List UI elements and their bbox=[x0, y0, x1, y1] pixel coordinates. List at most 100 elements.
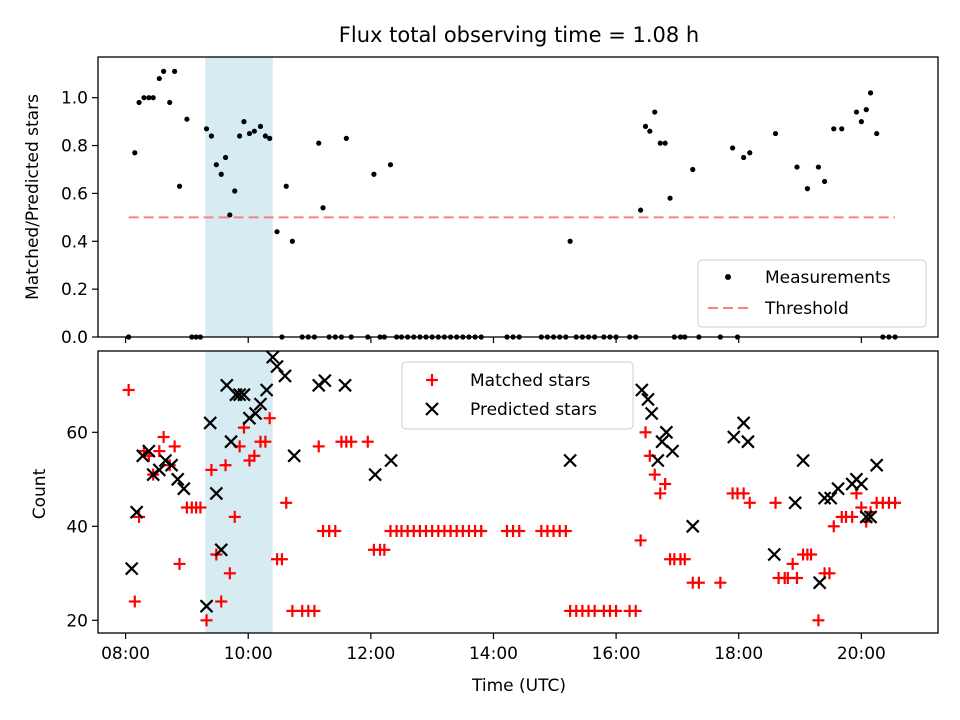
matched-star-point bbox=[737, 487, 750, 500]
ratio-legend-box bbox=[697, 259, 927, 328]
measurement-point bbox=[156, 75, 162, 82]
measurement-point bbox=[232, 188, 238, 194]
y-tick-label: 1.0 bbox=[61, 89, 88, 109]
measurement-point bbox=[176, 183, 183, 189]
matched-star-point bbox=[827, 520, 840, 533]
ratio-panel: 0.0 0.2 0.4 0.6 0.8 1.0 Matched/Predicted sta… bbox=[23, 56, 939, 348]
measurement-point bbox=[690, 166, 696, 173]
matched-star-point bbox=[157, 431, 170, 444]
matched-star-point bbox=[654, 487, 667, 500]
legend-measurement-marker bbox=[725, 274, 731, 280]
measurement-point bbox=[747, 150, 753, 156]
predicted-star-point bbox=[685, 519, 700, 534]
matched-star-point bbox=[200, 614, 213, 627]
measurement-point bbox=[821, 178, 828, 185]
measurement-point bbox=[203, 126, 210, 132]
count-legend-box bbox=[401, 361, 634, 430]
matched-star-point bbox=[610, 604, 623, 617]
matched-star-point bbox=[629, 604, 642, 617]
predicted-star-point bbox=[253, 397, 268, 411]
predicted-star-point bbox=[767, 547, 782, 562]
measurement-point bbox=[316, 140, 322, 146]
y-tick-label: 0.8 bbox=[61, 137, 88, 157]
legend-matched-label: Matched stars bbox=[470, 371, 590, 391]
measurement-point bbox=[246, 130, 253, 137]
matched-star-point bbox=[263, 412, 276, 425]
measurement-point bbox=[371, 171, 377, 177]
count-panel: 20 40 60 08:00 10:00 12:00 14:00 16:00 18:00 20:… bbox=[30, 350, 939, 696]
count-y-ticks: 20 40 60 bbox=[66, 423, 98, 631]
measurement-point bbox=[132, 150, 138, 156]
matched-star-point bbox=[219, 459, 232, 472]
matched-star-point bbox=[133, 510, 146, 523]
measurement-point bbox=[172, 68, 178, 74]
y-tick-label: 20 bbox=[66, 611, 88, 631]
x-tick-label: 14:00 bbox=[469, 644, 518, 664]
y-tick-label: 40 bbox=[66, 517, 88, 537]
ratio-y-ticks: 0.0 0.2 0.4 0.6 0.8 1.0 bbox=[61, 89, 98, 348]
matched-star-point bbox=[786, 557, 799, 570]
predicted-star-point bbox=[384, 453, 398, 468]
predicted-star-point bbox=[635, 383, 649, 397]
predicted-star-point bbox=[859, 510, 874, 524]
count-y-axis-label: Count bbox=[30, 468, 50, 519]
y-tick-label: 0.2 bbox=[61, 280, 88, 300]
matched-star-point bbox=[846, 510, 859, 523]
predicted-star-point bbox=[831, 481, 845, 496]
x-tick-label: 18:00 bbox=[714, 644, 763, 664]
matched-star-point bbox=[128, 595, 141, 608]
matched-star-point bbox=[714, 576, 727, 589]
measurement-point bbox=[213, 162, 219, 168]
predicted-star-point bbox=[863, 510, 878, 524]
measurement-point bbox=[146, 95, 152, 101]
predicted-star-point bbox=[812, 575, 827, 590]
matched-star-point bbox=[194, 501, 207, 514]
count-plot-frame bbox=[97, 350, 939, 634]
predicted-star-point bbox=[287, 449, 301, 463]
y-tick-label: 0.0 bbox=[61, 328, 88, 348]
matched-star-point bbox=[781, 572, 794, 585]
count-legend: Matched stars Predicted stars bbox=[401, 361, 634, 430]
predicted-star-point bbox=[644, 406, 659, 421]
measurement-point bbox=[241, 119, 247, 125]
predicted-star-point bbox=[177, 481, 191, 496]
matched-star-point bbox=[513, 525, 526, 538]
matched-star-point bbox=[361, 435, 374, 448]
predicted-star-point bbox=[224, 434, 238, 449]
measurement-point bbox=[638, 207, 644, 213]
matched-star-point bbox=[648, 468, 661, 481]
chart-title: Flux total observing time = 1.08 h bbox=[339, 23, 699, 47]
measurement-point bbox=[274, 229, 280, 235]
measurement-point bbox=[794, 164, 800, 170]
matched-star-point bbox=[559, 525, 572, 538]
predicted-star-point bbox=[265, 350, 280, 364]
measurement-point bbox=[150, 95, 156, 101]
measurement-point bbox=[262, 133, 268, 139]
legend-predicted-marker bbox=[425, 402, 439, 416]
measurement-point bbox=[874, 130, 880, 137]
measurement-point bbox=[283, 183, 289, 189]
measurement-point bbox=[657, 140, 663, 146]
ratio-plot-frame bbox=[97, 56, 939, 338]
x-axis-label: Time (UTC) bbox=[471, 676, 566, 696]
x-tick-label: 08:00 bbox=[101, 644, 150, 664]
measurement-point bbox=[218, 171, 224, 177]
measurement-point bbox=[267, 135, 273, 141]
measurement-point bbox=[136, 99, 142, 106]
x-tick-label: 12:00 bbox=[346, 644, 395, 664]
matched-star-point bbox=[743, 496, 756, 509]
legend-predicted-label: Predicted stars bbox=[470, 400, 597, 420]
measurement-point bbox=[863, 107, 869, 113]
matched-star-point bbox=[475, 525, 488, 538]
matched-star-point bbox=[692, 576, 705, 589]
matched-star-point bbox=[812, 614, 825, 627]
measurement-point bbox=[387, 162, 394, 168]
measurement-point bbox=[741, 154, 747, 161]
measurement-point bbox=[257, 123, 264, 130]
measurement-point bbox=[853, 109, 860, 115]
predicted-star-point bbox=[651, 453, 665, 468]
predicted-star-point bbox=[259, 383, 274, 397]
y-tick-label: 60 bbox=[66, 423, 88, 443]
measurement-point bbox=[858, 119, 864, 125]
measurement-point bbox=[729, 145, 736, 151]
